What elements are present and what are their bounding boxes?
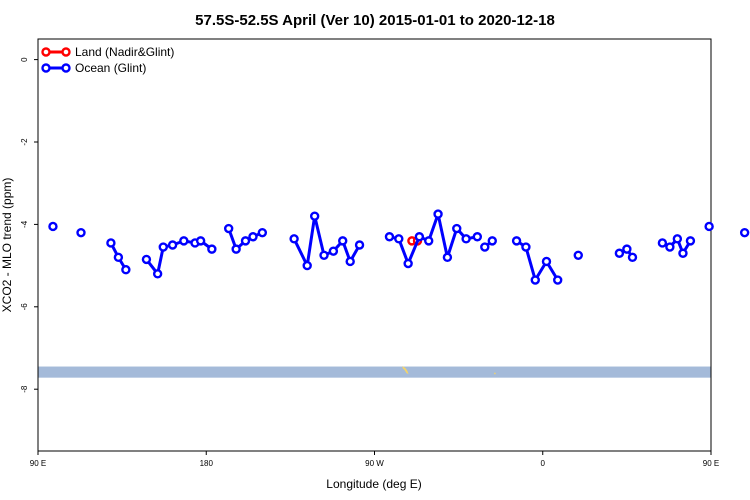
legend-marker — [41, 63, 51, 73]
data-point — [541, 256, 552, 267]
data-point — [672, 234, 683, 244]
data-point — [328, 246, 339, 256]
data-point — [442, 252, 453, 263]
data-point — [141, 254, 152, 265]
x-axis-title: Longitude (deg E) — [326, 477, 421, 491]
data-point — [257, 227, 268, 238]
legend-marker — [61, 47, 71, 57]
legend: Land (Nadir&Glint) Ocean (Glint) — [41, 45, 174, 75]
legend-marker — [41, 47, 51, 57]
legend-marker — [61, 63, 71, 73]
data-point — [704, 221, 714, 232]
data-point — [158, 242, 168, 252]
data-point — [573, 250, 583, 261]
data-point — [472, 232, 483, 242]
data-point — [289, 234, 299, 244]
y-tick-label: -2 — [20, 138, 29, 146]
y-tick-label: -8 — [20, 385, 29, 393]
data-point — [678, 248, 688, 258]
data-point — [338, 236, 348, 246]
data-point — [403, 258, 413, 269]
data-point — [553, 275, 563, 285]
data-point — [248, 232, 258, 242]
data-point — [240, 236, 251, 246]
data-point — [223, 223, 234, 234]
data-point — [354, 240, 365, 250]
data-point — [622, 244, 632, 254]
plot-area: 90 E 180 90 W 0 90 E 0 -2 -4 -6 -8 — [20, 38, 750, 468]
data-point — [433, 209, 443, 219]
series-line — [145, 239, 213, 276]
data-point — [511, 236, 522, 246]
data-point — [302, 260, 312, 271]
data-point — [530, 275, 540, 285]
series-line — [389, 212, 478, 266]
legend-label: Ocean (Glint) — [75, 61, 146, 75]
x-tick-label: 90 W — [365, 459, 384, 468]
y-axis-title: XCO2 - MLO trend (ppm) — [0, 178, 14, 313]
chart-title: 57.5S-52.5S April (Ver 10) 2015-01-01 to… — [195, 12, 555, 29]
map-strip — [38, 366, 711, 378]
data-point — [614, 248, 625, 258]
data-point — [452, 223, 462, 234]
map-land-speck — [494, 372, 496, 375]
data-point — [384, 232, 395, 242]
data-point — [345, 256, 355, 267]
x-tick-label: 0 — [541, 459, 546, 468]
data-point — [231, 244, 241, 254]
data-point — [152, 269, 163, 279]
x-tick-label: 180 — [200, 459, 214, 468]
data-point — [179, 236, 189, 246]
data-point — [414, 232, 425, 242]
data-point — [195, 236, 206, 246]
data-point — [309, 211, 320, 221]
data-point — [207, 244, 217, 254]
data-point — [167, 240, 178, 250]
data-point — [48, 221, 58, 232]
y-tick-label: -6 — [20, 303, 29, 311]
map-land-patch — [402, 366, 409, 375]
data-point — [394, 234, 404, 244]
data-point — [657, 238, 668, 248]
data-point — [685, 236, 696, 246]
y-tick-label: 0 — [20, 57, 29, 62]
data-point — [319, 250, 329, 261]
data-point — [739, 227, 750, 238]
data-point — [461, 234, 471, 244]
data-point — [106, 238, 116, 248]
legend-label: Land (Nadir&Glint) — [75, 45, 174, 59]
data-point — [627, 252, 638, 263]
plot-frame — [37, 38, 712, 452]
data-point — [424, 236, 434, 246]
x-tick-label: 90 E — [703, 459, 719, 468]
data-point — [480, 242, 490, 252]
data-point — [665, 242, 675, 252]
x-tick-label: 90 E — [30, 459, 46, 468]
data-point — [76, 227, 86, 238]
y-tick-label: -4 — [20, 220, 29, 228]
data-point — [113, 252, 124, 263]
data-point — [521, 242, 531, 252]
data-point — [487, 236, 497, 246]
data-point — [121, 265, 131, 275]
